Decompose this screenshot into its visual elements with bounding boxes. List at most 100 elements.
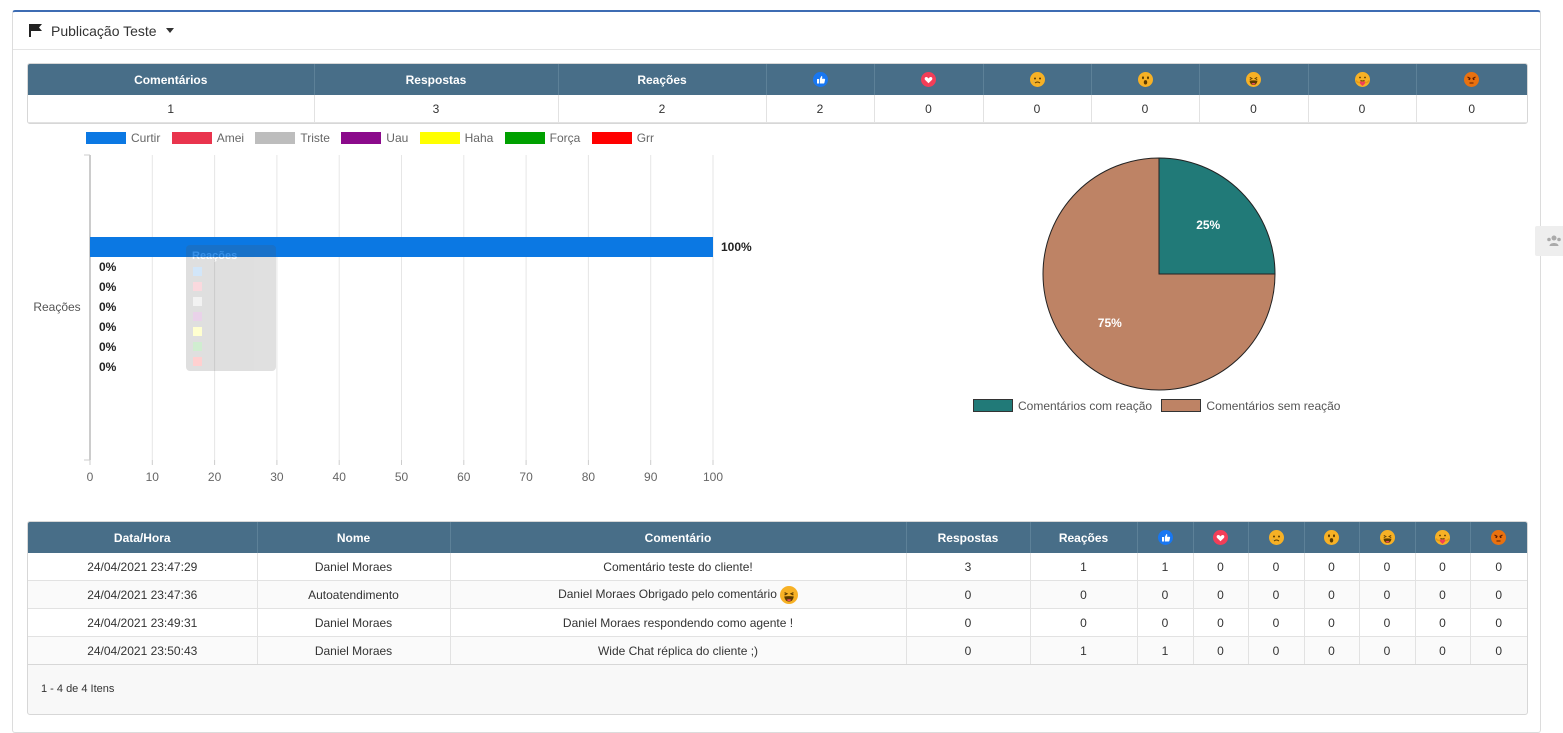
table-row[interactable]: 24/04/2021 23:47:36 Autoatendimento Daniel… <box>28 580 1527 609</box>
col-like[interactable] <box>1137 522 1194 553</box>
pie-slice[interactable] <box>1158 157 1276 275</box>
summary-col-respostas: Respostas <box>314 64 559 95</box>
table-cell: 0 <box>1248 580 1305 609</box>
col-respostas[interactable]: Respostas <box>906 522 1031 553</box>
tooltip-title: Reações <box>192 250 237 262</box>
legend-item-haha[interactable]: Haha <box>419 131 493 145</box>
angry-icon <box>1491 530 1507 546</box>
table-cell: 0 <box>906 580 1031 609</box>
table-cell: 0 <box>1137 608 1194 637</box>
haha-emoji <box>779 585 798 604</box>
x-tick-label: 50 <box>395 470 409 484</box>
table-cell: 0 <box>1415 636 1471 665</box>
tooltip-swatch <box>193 312 202 321</box>
legend-swatch <box>1161 399 1202 412</box>
table-cell: 0 <box>1415 580 1471 609</box>
comments-pie-chart: 25% 75% <box>1042 157 1276 391</box>
legend-swatch <box>255 132 296 144</box>
tooltip-background <box>186 245 276 371</box>
tooltip-swatch <box>193 297 202 306</box>
x-tick-label: 60 <box>457 470 471 484</box>
table-cell: 0 <box>906 636 1031 665</box>
legend-swatch <box>419 132 460 144</box>
summary-value: 1 <box>28 95 315 123</box>
pie-slice[interactable] <box>1042 157 1276 391</box>
legend-item-forca[interactable]: Força <box>504 131 580 145</box>
col-reacoes[interactable]: Reações <box>1030 522 1138 553</box>
bar-data-label: 0% <box>99 280 117 294</box>
like-icon <box>1157 530 1173 546</box>
flag-icon <box>29 24 42 37</box>
side-tab[interactable] <box>1535 226 1563 256</box>
table-cell: 24/04/2021 23:47:29 <box>28 553 258 581</box>
legend-item-curtir[interactable]: Curtir <box>86 131 160 145</box>
table-cell: 0 <box>1470 636 1527 665</box>
grid-header-row: Data/Hora Nome Comentário Respostas Reaç… <box>28 522 1527 553</box>
col-wow[interactable] <box>1304 522 1360 553</box>
col-love <box>874 64 984 95</box>
publication-title[interactable]: Publicação Teste <box>51 23 157 39</box>
table-cell: Wide Chat réplica do cliente ;) <box>450 636 907 665</box>
pie-chart-legend: Comentários com reação Comentários sem r… <box>973 399 1340 413</box>
care-icon <box>1435 530 1450 546</box>
col-nome[interactable]: Nome <box>257 522 451 553</box>
bar-curtir[interactable] <box>90 237 713 257</box>
chevron-down-icon[interactable] <box>166 28 174 33</box>
col-angry <box>1416 64 1527 95</box>
table-cell: 1 <box>1030 636 1138 665</box>
summary-col-reacoes: Reações <box>558 64 767 95</box>
wow-icon <box>1137 72 1153 88</box>
table-cell: 0 <box>1470 580 1527 609</box>
summary-values-row: 1 3 2 2 0 0 0 0 0 0 <box>28 95 1527 123</box>
table-cell: 24/04/2021 23:50:43 <box>28 636 258 665</box>
legend-item-com-reacao[interactable]: Comentários com reação <box>973 399 1152 413</box>
col-care <box>1308 64 1417 95</box>
table-row[interactable]: 24/04/2021 23:47:29 Daniel Moraes Comentár… <box>28 553 1527 581</box>
tooltip-swatch <box>193 327 202 336</box>
legend-item-sem-reacao[interactable]: Comentários sem reação <box>1161 399 1340 413</box>
angry-icon <box>1464 72 1480 88</box>
col-love[interactable] <box>1193 522 1249 553</box>
reactions-bar-chart: 0 10 20 30 40 50 60 70 80 90 100 Reações 100% 0% 0% 0% 0… <box>33 154 752 484</box>
tooltip-swatch <box>193 357 202 366</box>
col-like <box>766 64 875 95</box>
sad-icon <box>1268 530 1284 546</box>
table-cell: 0 <box>1359 553 1416 581</box>
comments-grid: Data/Hora Nome Comentário Respostas Reaç… <box>27 521 1528 715</box>
love-icon <box>921 72 936 88</box>
table-cell: 0 <box>1193 580 1249 609</box>
table-cell: Daniel Moraes <box>257 636 451 665</box>
summary-value: 0 <box>1308 95 1417 123</box>
col-sad[interactable] <box>1248 522 1305 553</box>
legend-item-triste[interactable]: Triste <box>255 131 330 145</box>
table-cell: 3 <box>906 553 1031 581</box>
legend-item-amei[interactable]: Amei <box>171 131 244 145</box>
summary-value: 0 <box>1199 95 1309 123</box>
table-cell: 0 <box>1193 636 1249 665</box>
col-comentario[interactable]: Comentário <box>450 522 907 553</box>
x-tick-label: 20 <box>208 470 222 484</box>
legend-item-uau[interactable]: Uau <box>341 131 408 145</box>
x-tick-label: 90 <box>644 470 658 484</box>
table-row[interactable]: 24/04/2021 23:49:31 Daniel Moraes Daniel M… <box>28 608 1527 637</box>
legend-item-grr[interactable]: Grr <box>591 131 654 145</box>
tooltip-swatch <box>193 342 202 351</box>
table-cell: 0 <box>1137 580 1194 609</box>
col-data-hora[interactable]: Data/Hora <box>28 522 258 553</box>
pager-info: 1 - 4 de 4 Itens <box>41 683 115 695</box>
col-haha[interactable] <box>1359 522 1416 553</box>
summary-value: 0 <box>1091 95 1200 123</box>
bar-data-label: 0% <box>99 260 117 274</box>
col-care[interactable] <box>1415 522 1471 553</box>
like-icon <box>1157 530 1173 546</box>
table-cell: 0 <box>1415 553 1471 581</box>
col-angry[interactable] <box>1470 522 1527 553</box>
table-cell: 0 <box>1030 608 1138 637</box>
col-sad <box>983 64 1092 95</box>
x-tick-label: 0 <box>87 470 94 484</box>
care-icon <box>1354 72 1370 88</box>
table-cell: 0 <box>1359 608 1416 637</box>
table-row[interactable]: 24/04/2021 23:50:43 Daniel Moraes Wide Cha… <box>28 636 1527 665</box>
haha-icon <box>1379 530 1395 546</box>
panel-header[interactable]: Publicação Teste <box>13 12 1540 50</box>
